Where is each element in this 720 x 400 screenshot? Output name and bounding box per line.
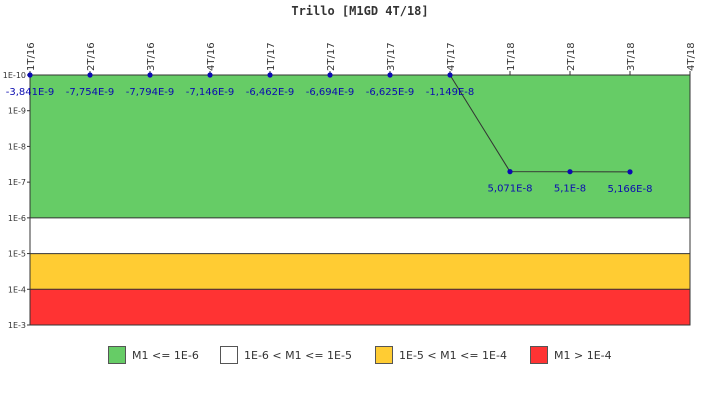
x-tick-label: 3T/17 <box>386 42 397 71</box>
data-label: -7,146E-9 <box>186 87 235 98</box>
x-tick-label: 2T/16 <box>86 42 97 71</box>
x-tick-label: 1T/18 <box>506 42 517 71</box>
x-tick-label: 4T/16 <box>206 42 217 71</box>
y-tick-label: 1E-5 <box>8 250 26 259</box>
data-label: -7,794E-9 <box>126 87 175 98</box>
x-tick-label: 2T/18 <box>566 42 577 71</box>
chart-title: Trillo [M1GD 4T/18] <box>291 4 428 18</box>
x-tick-label: 1T/17 <box>266 42 277 71</box>
x-tick-label: 4T/18 <box>686 42 697 71</box>
legend-item: 1E-6 < M1 <= 1E-5 <box>220 344 352 366</box>
data-label: 5,166E-8 <box>608 184 653 195</box>
y-tick-label: 1E-10 <box>3 71 26 80</box>
legend-item: 1E-5 < M1 <= 1E-4 <box>375 344 507 366</box>
x-tick-label: 1T/16 <box>26 42 37 71</box>
data-label: -1,149E-8 <box>426 87 475 98</box>
x-tick-label: 3T/18 <box>626 42 637 71</box>
data-point <box>627 169 633 175</box>
data-point <box>27 72 33 78</box>
legend-item: M1 <= 1E-6 <box>108 344 199 366</box>
legend-swatch <box>530 346 548 364</box>
y-tick-label: 1E-4 <box>8 285 26 294</box>
y-tick-label: 1E-7 <box>8 178 26 187</box>
band-2 <box>30 253 690 290</box>
y-tick-label: 1E-9 <box>8 107 26 116</box>
x-tick-label: 4T/17 <box>446 42 457 71</box>
data-point <box>447 72 453 78</box>
data-point <box>147 72 153 78</box>
data-label: -6,462E-9 <box>246 87 295 98</box>
data-point <box>267 72 273 78</box>
data-point <box>387 72 393 78</box>
legend-item: M1 > 1E-4 <box>530 344 612 366</box>
data-label: -7,754E-9 <box>66 87 115 98</box>
data-label: 5,1E-8 <box>554 184 586 195</box>
band-1 <box>30 217 690 254</box>
y-tick-label: 1E-3 <box>8 321 26 330</box>
band-0 <box>30 75 690 218</box>
data-label: -6,694E-9 <box>306 87 355 98</box>
data-point <box>207 72 213 78</box>
data-label: -6,625E-9 <box>366 87 415 98</box>
legend-swatch <box>108 346 126 364</box>
legend-label: M1 > 1E-4 <box>554 348 612 362</box>
data-label: 5,071E-8 <box>488 184 533 195</box>
legend-label: 1E-6 < M1 <= 1E-5 <box>244 348 352 362</box>
x-tick-label: 3T/16 <box>146 42 157 71</box>
legend-swatch <box>375 346 393 364</box>
data-point <box>567 169 573 175</box>
legend: M1 <= 1E-6 1E-6 < M1 <= 1E-5 1E-5 < M1 <= … <box>0 344 720 368</box>
data-label: -3,841E-9 <box>6 87 55 98</box>
y-tick-label: 1E-6 <box>8 214 26 223</box>
band-3 <box>30 289 690 325</box>
data-point <box>327 72 333 78</box>
data-point <box>507 169 513 175</box>
data-point <box>87 72 93 78</box>
legend-label: M1 <= 1E-6 <box>132 348 199 362</box>
legend-swatch <box>220 346 238 364</box>
y-tick-label: 1E-8 <box>8 142 26 151</box>
legend-label: 1E-5 < M1 <= 1E-4 <box>399 348 507 362</box>
x-tick-label: 2T/17 <box>326 42 337 71</box>
